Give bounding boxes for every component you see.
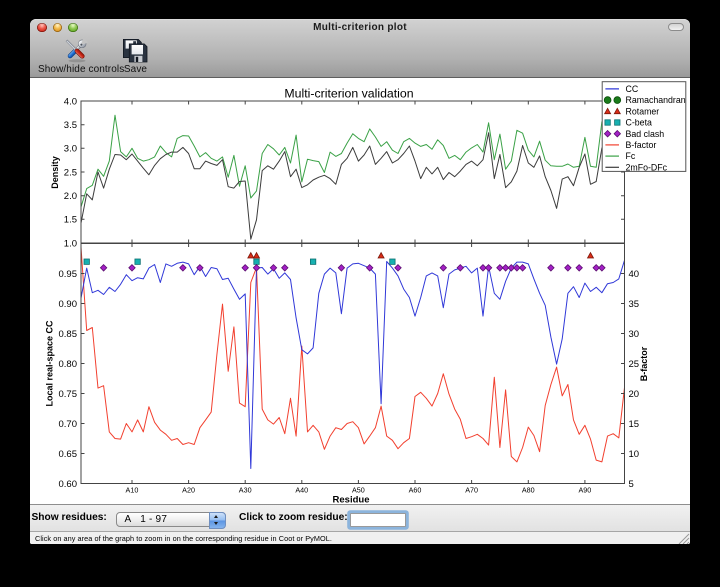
svg-text:A80: A80 (522, 485, 535, 494)
svg-text:3.0: 3.0 (64, 144, 77, 155)
svg-text:Rotamer: Rotamer (626, 106, 660, 116)
svg-text:C-beta: C-beta (626, 118, 653, 128)
svg-text:A30: A30 (239, 485, 252, 494)
svg-text:1.5: 1.5 (64, 215, 77, 226)
svg-text:4.0: 4.0 (64, 96, 77, 107)
svg-text:1.0: 1.0 (64, 238, 77, 249)
svg-text:0.75: 0.75 (59, 389, 78, 400)
svg-text:35: 35 (629, 299, 640, 310)
svg-text:20: 20 (629, 389, 640, 400)
svg-text:0.95: 0.95 (59, 269, 78, 280)
svg-text:Density: Density (50, 156, 60, 189)
svg-text:CC: CC (626, 84, 639, 94)
svg-text:10: 10 (629, 449, 640, 460)
svg-text:A20: A20 (182, 485, 195, 494)
svg-text:0.65: 0.65 (59, 449, 78, 460)
svg-text:0.60: 0.60 (59, 479, 78, 490)
svg-text:3.5: 3.5 (64, 120, 77, 131)
svg-text:15: 15 (629, 419, 640, 430)
svg-text:A90: A90 (578, 485, 591, 494)
svg-text:Fc: Fc (626, 151, 636, 161)
svg-text:5: 5 (629, 479, 634, 490)
svg-text:0.80: 0.80 (59, 359, 78, 370)
svg-text:Bad clash: Bad clash (626, 129, 665, 139)
svg-text:25: 25 (629, 359, 640, 370)
svg-text:A60: A60 (409, 485, 422, 494)
svg-text:Ramachandran: Ramachandran (626, 95, 686, 105)
svg-text:B-factor: B-factor (626, 140, 657, 150)
svg-text:Residue: Residue (333, 494, 370, 504)
svg-text:0.70: 0.70 (59, 419, 78, 430)
svg-text:40: 40 (629, 269, 640, 280)
svg-text:A10: A10 (126, 485, 139, 494)
svg-text:0.85: 0.85 (59, 329, 78, 340)
svg-text:2mFo-DFc: 2mFo-DFc (626, 162, 668, 172)
svg-text:A70: A70 (465, 485, 478, 494)
svg-text:A40: A40 (295, 485, 308, 494)
svg-text:2.5: 2.5 (64, 167, 77, 178)
svg-text:B-factor: B-factor (639, 346, 649, 381)
svg-text:30: 30 (629, 329, 640, 340)
svg-text:Local real-space CC: Local real-space CC (45, 320, 55, 407)
svg-text:0.90: 0.90 (59, 299, 78, 310)
svg-text:Multi-criterion validation: Multi-criterion validation (284, 87, 413, 101)
svg-text:2.0: 2.0 (64, 191, 77, 202)
svg-text:A50: A50 (352, 485, 365, 494)
